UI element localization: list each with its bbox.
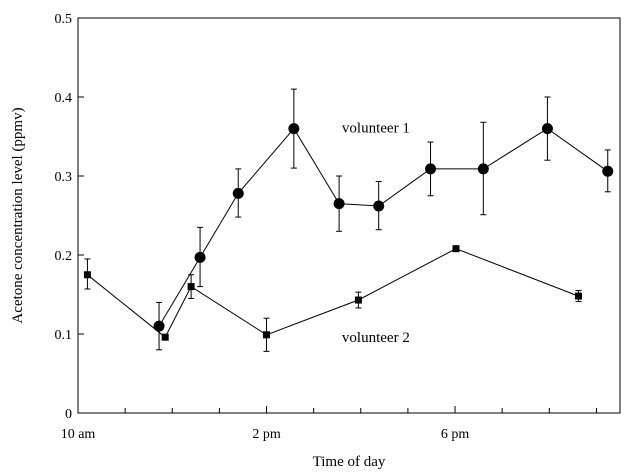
x-tick-label: 10 am: [61, 427, 96, 442]
y-tick-label: 0.2: [55, 249, 73, 264]
series-layer: [83, 88, 614, 352]
data-point: [602, 165, 614, 177]
y-tick-label: 0: [65, 407, 72, 422]
data-point: [161, 333, 169, 341]
annotation-1: volunteer 1: [342, 121, 410, 137]
y-tick-label: 0.3: [55, 170, 73, 185]
y-tick-label: 0.4: [55, 91, 73, 106]
data-point: [354, 296, 362, 304]
series-1: [153, 88, 614, 351]
y-axis-label: Acetone concentration level (ppmv): [10, 107, 26, 323]
series-line: [158, 127, 608, 327]
data-point: [153, 320, 165, 332]
y-tick-label: 0.5: [55, 12, 73, 27]
data-point: [452, 245, 460, 253]
annotations: volunteer 1 volunteer 2: [342, 121, 410, 346]
data-point: [333, 198, 345, 210]
y-tick-label: 0.1: [55, 328, 73, 343]
x-tick-label: 6 pm: [441, 427, 470, 442]
data-point: [187, 283, 195, 291]
data-point: [477, 163, 489, 175]
data-point: [373, 200, 385, 212]
x-tick-label: 2 pm: [252, 427, 281, 442]
data-point: [575, 292, 583, 300]
data-point: [232, 187, 244, 199]
data-point: [288, 123, 300, 135]
data-point: [263, 331, 271, 339]
data-point: [541, 123, 553, 135]
x-axis-label: Time of day: [313, 454, 386, 470]
data-point: [83, 271, 91, 279]
annotation-2: volunteer 2: [342, 330, 410, 346]
plot-frame: [77, 17, 621, 414]
series-2: [83, 245, 583, 352]
data-point: [425, 163, 437, 175]
data-point: [194, 251, 206, 263]
axes: 0 0.1 0.2 0.3 0.4 0.5 10 am 2 pm 6 pm: [55, 12, 621, 442]
